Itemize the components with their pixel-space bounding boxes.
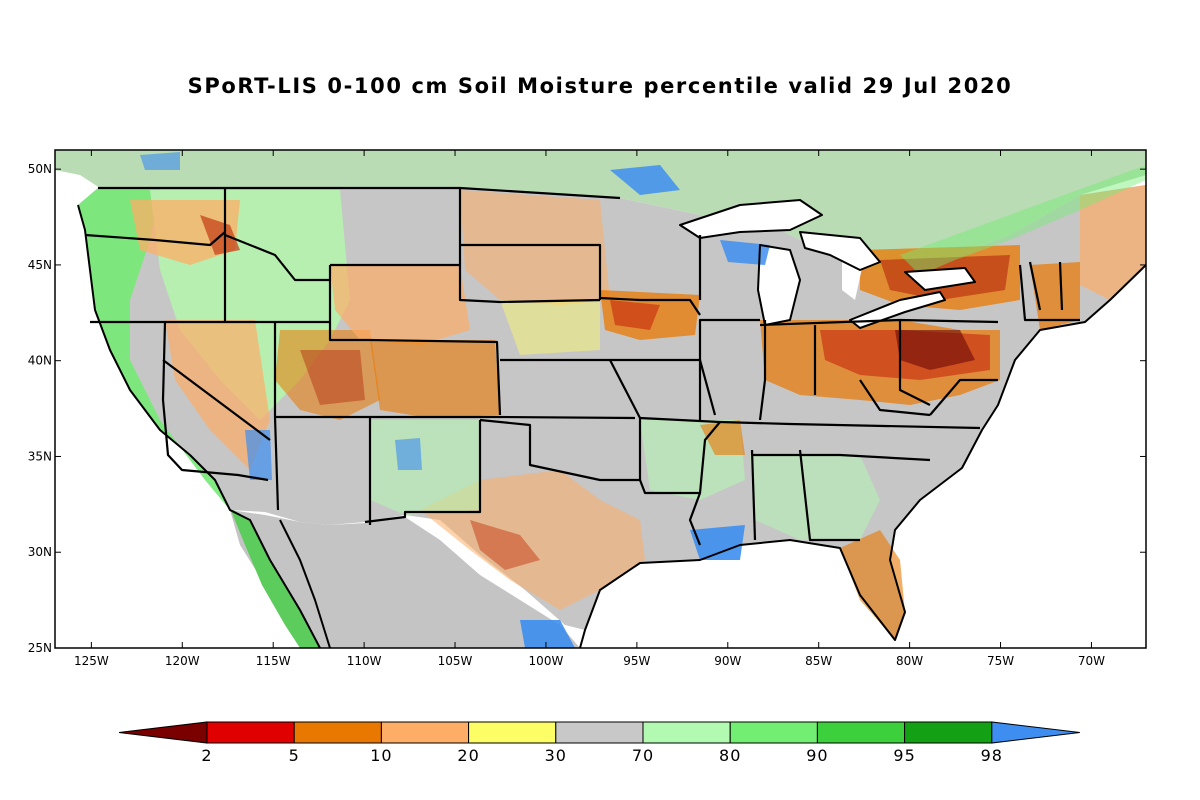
colorbar-segment (468, 721, 557, 744)
x-tick-label: 125W (74, 654, 109, 668)
colorbar-label: 95 (893, 746, 915, 765)
colorbar-segment (293, 721, 382, 744)
colorbar-segment (816, 721, 906, 744)
colorbar-label: 30 (545, 746, 567, 765)
colorbar-under-triangle (118, 721, 208, 744)
x-tick-label: 90W (714, 654, 741, 668)
x-tick-label: 110W (347, 654, 382, 668)
y-axis: 50N 45N 40N 35N 30N 25N (28, 162, 1146, 655)
x-tick-label: 105W (438, 654, 473, 668)
y-tick-label: 40N (28, 354, 52, 368)
x-tick-label: 80W (896, 654, 923, 668)
colorbar-label: 70 (632, 746, 654, 765)
y-tick-label: 35N (28, 449, 52, 463)
x-tick-label: 70W (1078, 654, 1105, 668)
map-field (55, 150, 1146, 648)
y-tick-label: 25N (28, 641, 52, 655)
x-tick-label: 95W (623, 654, 650, 668)
y-tick-label: 50N (28, 162, 52, 176)
x-tick-label: 85W (805, 654, 832, 668)
map-title: SPoRT-LIS 0-100 cm Soil Moisture percent… (187, 74, 1013, 98)
x-tick-label: 75W (987, 654, 1014, 668)
y-tick-label: 45N (28, 258, 52, 272)
colorbar-label: 5 (289, 746, 300, 765)
map-frame (54, 149, 1147, 649)
colorbar-label: 10 (370, 746, 392, 765)
x-tick-label: 120W (165, 654, 200, 668)
x-tick-label: 100W (529, 654, 564, 668)
colorbar-segment (904, 721, 993, 744)
y-tick-label: 30N (28, 545, 52, 559)
colorbar-segment (729, 721, 818, 744)
colorbar-label: 98 (981, 746, 1003, 765)
colorbar-segment (555, 721, 644, 744)
x-tick-label: 115W (256, 654, 291, 668)
colorbar-label: 20 (457, 746, 479, 765)
colorbar-segment (206, 721, 295, 744)
colorbar-segment (642, 721, 731, 744)
colorbar-label: 2 (201, 746, 212, 765)
colorbar-label: 90 (806, 746, 828, 765)
colorbar-over-triangle (991, 721, 1080, 744)
colorbar-label: 80 (719, 746, 741, 765)
colorbar-legend: 2 5 10 20 30 70 80 90 95 98 (118, 721, 1080, 765)
colorbar-segment (380, 721, 470, 744)
x-axis: 125W 120W 115W 110W 105W 100W 95W 90W 85W 80W 75W 7… (74, 150, 1105, 668)
